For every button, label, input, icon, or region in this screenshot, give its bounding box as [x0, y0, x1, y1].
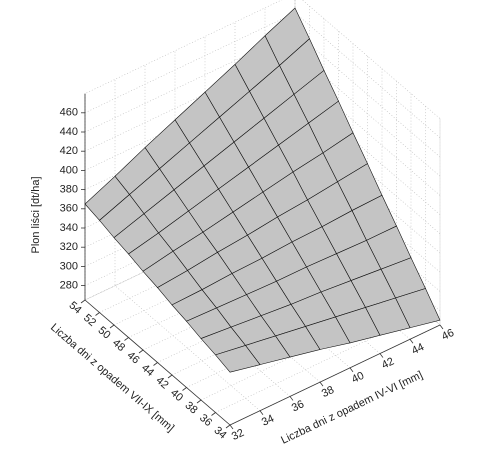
grid-line [114, 79, 261, 411]
y-tick [196, 399, 202, 404]
y-tick-label: 48 [110, 337, 127, 354]
z-axis-label: Plon liści [dt/ha] [30, 176, 42, 253]
z-tick-label: 340 [60, 222, 78, 234]
y-tick-label: 34 [212, 424, 229, 441]
y-tick [138, 349, 144, 354]
z-tick-label: 460 [60, 107, 78, 119]
z-tick-label: 280 [60, 280, 78, 292]
x-tick-label: 32 [230, 427, 246, 443]
surface-cell [214, 345, 261, 373]
x-tick [229, 424, 234, 430]
grid-line [84, 70, 441, 196]
x-tick [349, 367, 354, 373]
z-tick-label: 320 [60, 241, 78, 253]
y-tick-label: 52 [81, 312, 98, 329]
z-tick-label: 440 [60, 126, 78, 138]
y-tick-label: 54 [67, 299, 84, 316]
y-tick [109, 324, 115, 329]
x-tick-label: 40 [350, 370, 366, 386]
x-axis [229, 324, 441, 426]
x-tick [259, 410, 264, 415]
grid-line [84, 50, 441, 177]
y-tick [182, 387, 187, 391]
y-tick [80, 299, 86, 304]
grid-line [84, 31, 441, 158]
y-tick-label: 38 [183, 399, 200, 416]
z-tick-label: 300 [60, 260, 78, 272]
z-tick-label: 420 [60, 145, 78, 157]
x-tick [319, 381, 324, 387]
y-tick-label: 42 [154, 374, 171, 391]
x-tick [439, 324, 444, 330]
x-tick-label: 36 [290, 398, 306, 414]
z-tick-label: 380 [60, 184, 78, 196]
grid-line [84, 89, 441, 215]
y-tick [153, 362, 158, 366]
y-tick-label: 44 [139, 362, 156, 379]
grid-line [84, 127, 441, 254]
z-tick-label: 400 [60, 164, 78, 176]
y-tick-label: 40 [168, 387, 185, 404]
x-tick-label: 38 [320, 384, 336, 400]
y-tick-label: 46 [125, 349, 142, 366]
y-tick-label: 50 [96, 324, 113, 341]
y-tick [167, 374, 173, 379]
grid-line [84, 108, 441, 235]
y-tick [124, 337, 129, 341]
y-tick [211, 412, 216, 416]
grid-line [84, 12, 441, 139]
y-axis-label: Liczba dni z opadem VII-IX [mm] [48, 321, 176, 434]
x-tick-label: 46 [440, 327, 456, 343]
x-tick [289, 396, 294, 401]
x-tick [409, 339, 414, 344]
x-tick-label: 42 [380, 355, 396, 371]
x-tick [379, 353, 384, 358]
y-tick [225, 424, 231, 429]
x-tick-label: 34 [260, 413, 276, 429]
y-tick [95, 312, 100, 316]
y-tick-label: 36 [197, 412, 214, 429]
x-tick-label: 44 [410, 341, 426, 357]
z-tick-label: 360 [60, 203, 78, 215]
